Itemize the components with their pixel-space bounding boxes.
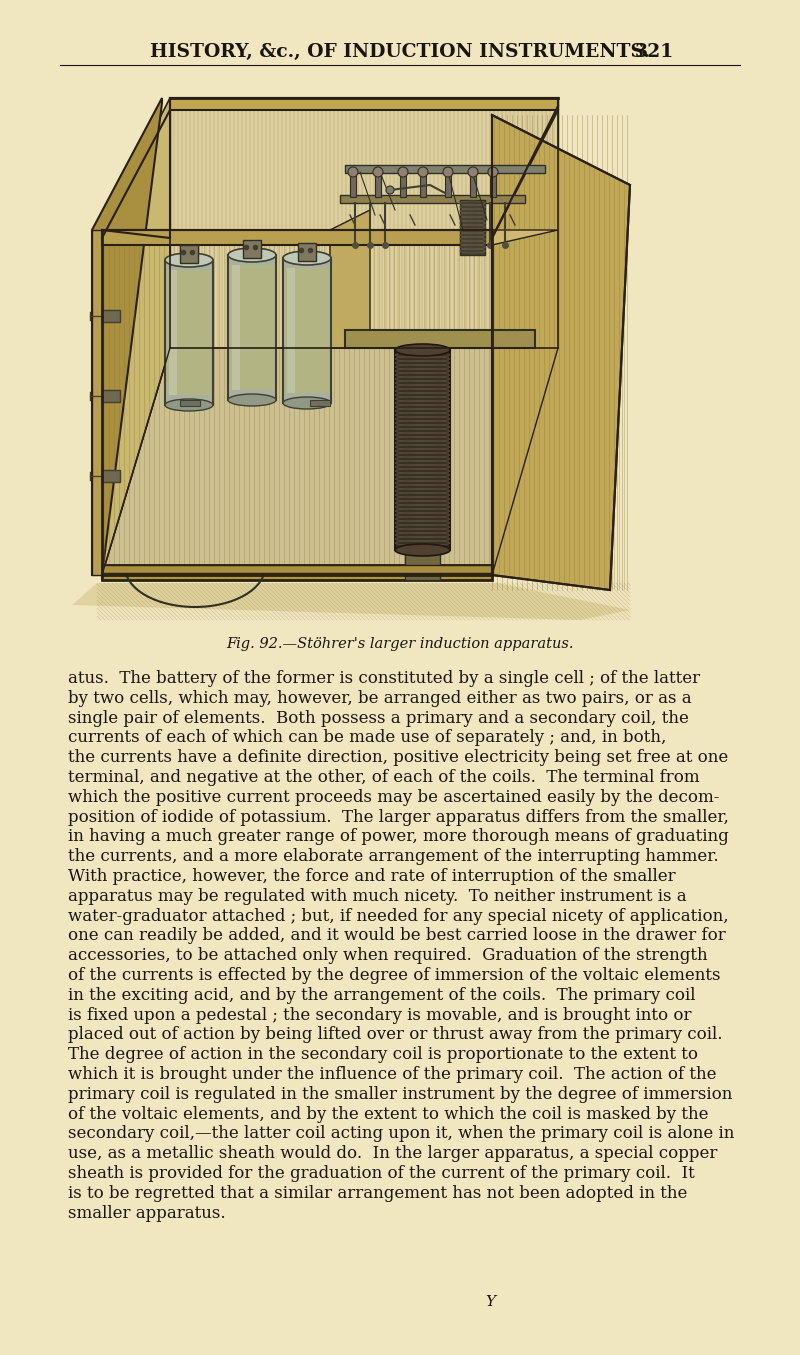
Bar: [102, 566, 492, 579]
Bar: [285, 268, 329, 393]
Bar: [310, 400, 330, 406]
Text: Fig. 92.—Stöhrer's larger induction apparatus.: Fig. 92.—Stöhrer's larger induction appa…: [226, 637, 574, 650]
Bar: [287, 268, 295, 393]
Polygon shape: [102, 565, 492, 580]
Bar: [298, 243, 316, 262]
Circle shape: [398, 167, 408, 178]
Text: sheath is provided for the graduation of the current of the primary coil.  It: sheath is provided for the graduation of…: [68, 1165, 694, 1182]
Bar: [230, 266, 274, 390]
Text: primary coil is regulated in the smaller instrument by the degree of immersion: primary coil is regulated in the smaller…: [68, 1085, 732, 1103]
Bar: [169, 270, 177, 396]
Ellipse shape: [165, 253, 213, 267]
Bar: [283, 257, 331, 402]
Circle shape: [373, 167, 383, 178]
Text: smaller apparatus.: smaller apparatus.: [68, 1205, 226, 1222]
Ellipse shape: [283, 397, 331, 409]
Polygon shape: [330, 210, 370, 348]
Text: apparatus may be regulated with much nicety.  To neither instrument is a: apparatus may be regulated with much nic…: [68, 888, 686, 905]
Circle shape: [443, 167, 453, 178]
Bar: [232, 266, 240, 390]
Bar: [490, 175, 496, 196]
Bar: [228, 255, 276, 400]
Text: which the positive current proceeds may be ascertained easily by the decom-: which the positive current proceeds may …: [68, 789, 719, 806]
Bar: [350, 175, 356, 196]
Bar: [345, 165, 545, 173]
Bar: [345, 331, 535, 348]
Bar: [420, 175, 426, 196]
Bar: [395, 350, 450, 550]
Ellipse shape: [165, 398, 213, 411]
Bar: [102, 390, 120, 402]
Text: by two cells, which may, however, be arranged either as two pairs, or as a: by two cells, which may, however, be arr…: [68, 690, 692, 707]
Ellipse shape: [395, 543, 450, 556]
Text: currents of each of which can be made use of separately ; and, in both,: currents of each of which can be made us…: [68, 729, 666, 747]
Text: is to be regretted that a similar arrangement has not been adopted in the: is to be regretted that a similar arrang…: [68, 1184, 687, 1202]
Circle shape: [488, 167, 498, 178]
Polygon shape: [492, 115, 630, 589]
Circle shape: [348, 167, 358, 178]
Text: which it is brought under the influence of the primary coil.  The action of the: which it is brought under the influence …: [68, 1066, 717, 1083]
Circle shape: [386, 186, 394, 194]
Text: is fixed upon a pedestal ; the secondary is movable, and is brought into or: is fixed upon a pedestal ; the secondary…: [68, 1007, 691, 1023]
Bar: [470, 175, 476, 196]
Text: placed out of action by being lifted over or thrust away from the primary coil.: placed out of action by being lifted ove…: [68, 1026, 722, 1043]
Circle shape: [468, 167, 478, 178]
Text: With practice, however, the force and rate of interruption of the smaller: With practice, however, the force and ra…: [68, 869, 676, 885]
Bar: [405, 550, 440, 580]
Text: accessories, to be attached only when required.  Graduation of the strength: accessories, to be attached only when re…: [68, 947, 708, 965]
Bar: [102, 230, 492, 238]
Polygon shape: [170, 98, 558, 348]
Text: one can readily be added, and it would be best carried loose in the drawer for: one can readily be added, and it would b…: [68, 927, 726, 944]
Polygon shape: [102, 230, 492, 245]
Bar: [340, 195, 525, 203]
Polygon shape: [102, 230, 558, 245]
Bar: [180, 245, 198, 263]
Bar: [167, 270, 211, 396]
Polygon shape: [102, 348, 558, 575]
Bar: [243, 240, 261, 257]
Text: HISTORY, &c., OF INDUCTION INSTRUMENTS.: HISTORY, &c., OF INDUCTION INSTRUMENTS.: [150, 43, 650, 61]
Text: use, as a metallic sheath would do.  In the larger apparatus, a special copper: use, as a metallic sheath would do. In t…: [68, 1145, 718, 1163]
Text: in the exciting acid, and by the arrangement of the coils.  The primary coil: in the exciting acid, and by the arrange…: [68, 986, 695, 1004]
Text: terminal, and negative at the other, of each of the coils.  The terminal from: terminal, and negative at the other, of …: [68, 770, 700, 786]
Circle shape: [418, 167, 428, 178]
Text: 321: 321: [635, 43, 674, 61]
Text: The degree of action in the secondary coil is proportionate to the extent to: The degree of action in the secondary co…: [68, 1046, 698, 1064]
Bar: [102, 310, 120, 322]
Text: Y: Y: [485, 1295, 495, 1309]
Ellipse shape: [395, 344, 450, 356]
Ellipse shape: [228, 394, 276, 406]
Polygon shape: [92, 98, 162, 575]
Text: water-graduator attached ; but, if needed for any special nicety of application,: water-graduator attached ; but, if neede…: [68, 908, 729, 924]
Polygon shape: [72, 583, 630, 621]
Text: position of iodide of potassium.  The larger apparatus differs from the smaller,: position of iodide of potassium. The lar…: [68, 809, 729, 825]
Text: of the voltaic elements, and by the extent to which the coil is masked by the: of the voltaic elements, and by the exte…: [68, 1106, 709, 1122]
Ellipse shape: [283, 251, 331, 266]
Bar: [102, 565, 492, 573]
Bar: [445, 175, 451, 196]
Text: the currents have a definite direction, positive electricity being set free at o: the currents have a definite direction, …: [68, 749, 728, 766]
Text: in having a much greater range of power, more thorough means of graduating: in having a much greater range of power,…: [68, 828, 729, 846]
Polygon shape: [92, 230, 102, 575]
Bar: [460, 201, 485, 255]
Bar: [180, 400, 200, 406]
Bar: [400, 175, 406, 196]
Bar: [375, 175, 381, 196]
Bar: [102, 470, 120, 482]
Text: the currents, and a more elaborate arrangement of the interrupting hammer.: the currents, and a more elaborate arran…: [68, 848, 718, 866]
Text: secondary coil,—the latter coil acting upon it, when the primary coil is alone i: secondary coil,—the latter coil acting u…: [68, 1126, 734, 1142]
Text: atus.  The battery of the former is constituted by a single cell ; of the latter: atus. The battery of the former is const…: [68, 669, 700, 687]
Polygon shape: [102, 98, 170, 575]
Polygon shape: [170, 98, 558, 110]
Ellipse shape: [228, 248, 276, 262]
Text: of the currents is effected by the degree of immersion of the voltaic elements: of the currents is effected by the degre…: [68, 967, 721, 984]
Bar: [85, 79, 645, 615]
Bar: [165, 260, 213, 405]
Text: single pair of elements.  Both possess a primary and a secondary coil, the: single pair of elements. Both possess a …: [68, 710, 689, 726]
